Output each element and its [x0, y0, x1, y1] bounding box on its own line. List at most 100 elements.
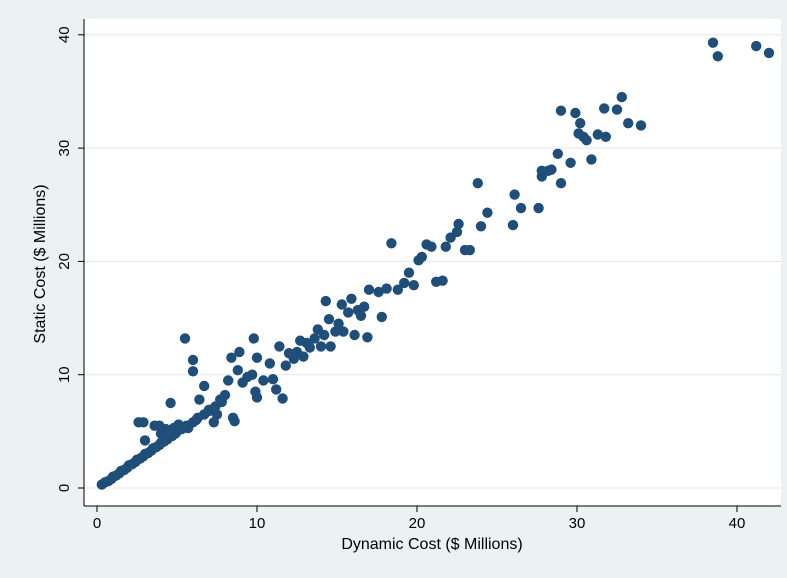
scatter-point [277, 393, 288, 404]
scatter-point [191, 414, 202, 426]
scatter-point [194, 394, 205, 405]
scatter-point [509, 189, 520, 200]
scatter-point [570, 107, 581, 119]
scatter-point [223, 375, 234, 386]
scatter-point [271, 384, 282, 395]
scatter-point [320, 295, 331, 307]
scatter-point [346, 293, 357, 304]
scatter-point [319, 329, 330, 341]
scatter-point [475, 221, 487, 232]
scatter-point [187, 354, 199, 366]
scatter-point [248, 333, 259, 344]
scatter-point [208, 417, 219, 428]
scatter-point [533, 202, 544, 214]
scatter-point [330, 326, 341, 337]
scatter-point [160, 423, 171, 435]
scatter-point [763, 47, 775, 59]
scatter-point [707, 37, 719, 48]
scatter-point [264, 358, 275, 369]
scatter-point [586, 154, 597, 165]
scatter-point [363, 284, 375, 295]
scatter-point [355, 310, 367, 321]
x-tick-label: 40 [729, 515, 746, 532]
scatter-point [386, 238, 397, 249]
scatter-point [183, 422, 194, 434]
x-tick-label: 20 [409, 515, 426, 532]
scatter-point [139, 435, 151, 446]
scatter-point [381, 283, 392, 294]
scatter-point [362, 332, 373, 343]
x-tick-label: 30 [569, 515, 586, 532]
scatter-point [507, 219, 519, 231]
scatter-point [173, 419, 184, 430]
scatter-point [187, 366, 199, 377]
scatter-point [565, 157, 576, 168]
y-tick-label: 40 [56, 26, 73, 43]
scatter-point [199, 380, 210, 392]
scatter-point [315, 341, 327, 352]
scatter-point [258, 375, 269, 386]
y-tick-label: 30 [56, 140, 73, 157]
scatter-point [437, 275, 448, 286]
x-tick-label: 10 [249, 515, 266, 532]
scatter-point [408, 280, 419, 291]
scatter-point [138, 417, 149, 428]
grid-lines [84, 34, 781, 489]
scatter-point [600, 131, 611, 142]
scatter-point [338, 326, 349, 337]
plot-area [84, 19, 781, 506]
data-points [96, 37, 775, 490]
y-tick-label: 0 [56, 484, 73, 492]
scatter-point [555, 178, 567, 189]
scatter-point [751, 40, 762, 52]
scatter-point [399, 277, 410, 289]
y-tick-label: 10 [56, 366, 73, 383]
scatter-point [211, 409, 223, 420]
y-axis-ticks: 0 10 20 30 40 [56, 26, 84, 492]
scatter-point [592, 129, 603, 140]
scatter-point [555, 105, 567, 116]
scatter-point [464, 244, 475, 256]
scatter-point [623, 118, 634, 129]
scatter-point [635, 120, 647, 131]
scatter-point [575, 118, 586, 129]
x-axis-title: Dynamic Cost ($ Millions) [341, 536, 522, 553]
y-axis-title: Static Cost ($ Millions) [32, 184, 49, 343]
scatter-point [229, 416, 240, 427]
scatter-point [234, 346, 245, 358]
scatter-point [416, 251, 427, 263]
scatter-point [373, 286, 384, 298]
scatter-point [336, 299, 347, 310]
scatter-point [247, 369, 258, 380]
scatter-point [226, 352, 237, 363]
scatter-point [515, 202, 527, 214]
scatter-point [581, 135, 592, 146]
scatter-point [179, 333, 191, 344]
scatter-point [616, 91, 627, 103]
y-tick-label: 20 [56, 253, 73, 270]
scatter-point [251, 392, 263, 403]
scatter-point [392, 284, 403, 295]
scatter-point [333, 318, 344, 329]
scatter-point [219, 389, 231, 401]
scatter-point [611, 104, 623, 115]
scatter-point [304, 342, 315, 353]
scatter-point [349, 329, 360, 341]
scatter-point [274, 341, 285, 352]
scatter-point [232, 365, 243, 376]
x-axis-ticks: 0 10 20 30 40 [93, 506, 746, 532]
scatter-point [298, 351, 309, 362]
scatter-point [472, 178, 483, 189]
scatter-point [426, 241, 437, 252]
scatter-point [453, 218, 464, 230]
scatter-point [165, 397, 176, 409]
scatter-point [325, 341, 336, 352]
scatter-point [546, 164, 557, 175]
scatter-point [343, 307, 354, 318]
scatter-point [712, 51, 723, 62]
x-tick-label: 0 [93, 515, 101, 532]
scatter-point [599, 103, 610, 114]
scatter-point [482, 207, 493, 218]
scatter-point [552, 148, 563, 159]
scatter-point [267, 374, 279, 385]
